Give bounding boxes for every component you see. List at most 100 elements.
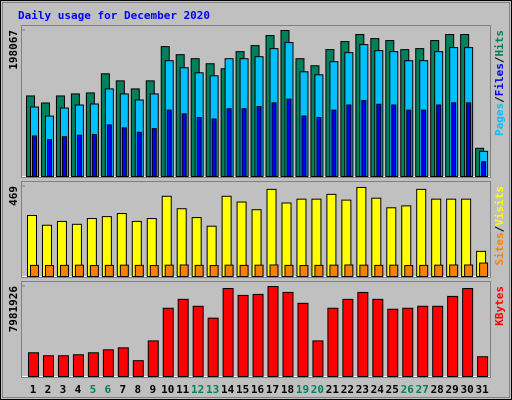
- bar: [226, 108, 232, 177]
- bar: [57, 355, 69, 378]
- bar: [59, 264, 69, 277]
- bar: [299, 265, 309, 277]
- x-tick-label: 31: [475, 383, 489, 396]
- bar: [239, 264, 249, 277]
- bar: [406, 109, 412, 177]
- bar: [451, 102, 457, 177]
- bar: [149, 265, 159, 277]
- bar: [151, 128, 157, 177]
- x-tick-label: 29: [446, 383, 459, 396]
- bar: [119, 264, 129, 278]
- x-tick-label: 10: [161, 383, 174, 396]
- x-tick-label: 14: [221, 383, 235, 396]
- x-tick-label: 19: [296, 383, 309, 396]
- bar: [162, 307, 174, 378]
- bar: [196, 117, 202, 177]
- bar: [481, 161, 487, 177]
- bar: [134, 264, 144, 277]
- bar: [161, 195, 172, 277]
- x-tick-label: 11: [176, 383, 190, 396]
- legend-separator: /: [493, 56, 506, 63]
- bar: [44, 265, 54, 277]
- bar: [30, 264, 39, 277]
- bar: [221, 195, 232, 277]
- bar: [87, 352, 99, 377]
- bar: [357, 291, 369, 377]
- bar: [224, 264, 234, 278]
- bar: [117, 347, 129, 378]
- x-tick-label: 28: [431, 383, 444, 396]
- bar: [297, 302, 309, 377]
- bar: [477, 356, 489, 378]
- legend-entry: Sites: [493, 232, 506, 265]
- bar: [466, 102, 472, 177]
- bar: [42, 355, 54, 378]
- bar: [181, 113, 187, 178]
- bar: [376, 103, 382, 177]
- bar: [254, 264, 264, 278]
- bar: [241, 108, 247, 177]
- bar: [312, 340, 324, 377]
- bar: [346, 104, 352, 177]
- x-tick-label: 4: [75, 383, 82, 396]
- bar: [402, 307, 414, 378]
- bar: [91, 133, 97, 178]
- legend-entry: Hits: [493, 30, 506, 57]
- bar: [344, 264, 354, 278]
- legend: Sites/Visits: [493, 186, 506, 266]
- bar: [76, 134, 82, 177]
- bar: [132, 360, 144, 377]
- bar: [284, 264, 294, 277]
- legend-entry: Visits: [493, 186, 506, 226]
- x-tick-label: 24: [371, 383, 385, 396]
- chart-title: Daily usage for December 2020: [18, 9, 210, 22]
- bar: [136, 131, 142, 177]
- legend-separator: /: [493, 96, 506, 103]
- bar: [359, 264, 369, 278]
- bar: [434, 264, 444, 278]
- bar: [389, 264, 399, 278]
- y-tick-label: 469: [7, 186, 20, 206]
- bar: [222, 287, 234, 377]
- x-tick-label: 21: [326, 383, 340, 396]
- bar: [102, 349, 114, 377]
- bar: [271, 102, 277, 177]
- bar: [266, 188, 277, 277]
- legend-separator: /: [493, 225, 506, 232]
- bar: [462, 287, 474, 377]
- legend-entry: KBytes: [493, 286, 506, 326]
- legend-entry: Files: [493, 63, 506, 96]
- bar: [371, 197, 382, 277]
- bar: [89, 265, 99, 277]
- x-tick-label: 9: [149, 383, 156, 396]
- x-tick-label: 8: [134, 383, 141, 396]
- bar: [61, 136, 67, 177]
- bar: [296, 198, 307, 278]
- bar: [211, 118, 217, 177]
- bar: [46, 139, 52, 177]
- x-tick-label: 6: [105, 383, 112, 396]
- x-tick-label: 20: [311, 383, 324, 396]
- x-tick-label: 2: [45, 383, 52, 396]
- x-tick-label: 7: [120, 383, 127, 396]
- x-tick-label: 16: [251, 383, 265, 396]
- bar: [194, 264, 204, 277]
- bar: [436, 104, 442, 177]
- x-tick-label: 17: [266, 383, 279, 396]
- bar: [374, 264, 384, 277]
- x-tick-label: 26: [401, 383, 415, 396]
- bar: [72, 354, 84, 378]
- bar: [331, 109, 337, 177]
- bar: [282, 291, 294, 377]
- bar: [301, 115, 307, 178]
- bar: [314, 264, 324, 277]
- bar: [416, 188, 427, 277]
- bar: [192, 305, 204, 377]
- bar: [327, 307, 339, 378]
- bar: [361, 100, 367, 177]
- legend: Pages/Files/Hits: [493, 30, 506, 136]
- bar: [177, 298, 189, 378]
- bar: [417, 305, 429, 377]
- bar: [372, 298, 384, 378]
